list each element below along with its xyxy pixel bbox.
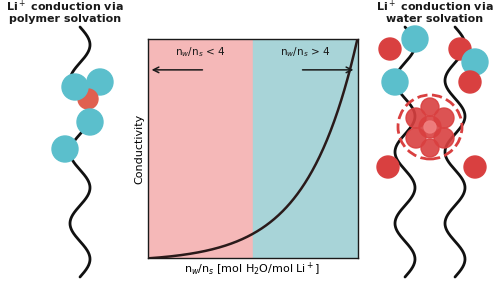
X-axis label: n$_{w}$/n$_{s}$ [mol H$_2$O/mol Li$^+$]: n$_{w}$/n$_{s}$ [mol H$_2$O/mol Li$^+$] [184, 261, 320, 278]
Text: n$_w$/n$_s$ < 4: n$_w$/n$_s$ < 4 [174, 45, 226, 59]
Text: water solvation: water solvation [386, 14, 484, 24]
Circle shape [419, 116, 441, 138]
Circle shape [77, 109, 103, 135]
Circle shape [421, 98, 439, 116]
Circle shape [449, 38, 471, 60]
Circle shape [462, 49, 488, 75]
Bar [252, 39, 358, 258]
Text: Li$^+$ conduction via: Li$^+$ conduction via [376, 0, 494, 14]
Circle shape [459, 71, 481, 93]
Circle shape [402, 26, 428, 52]
Circle shape [377, 156, 399, 178]
Bar [148, 39, 252, 258]
Circle shape [406, 128, 426, 148]
Circle shape [464, 156, 486, 178]
Circle shape [379, 38, 401, 60]
Circle shape [62, 74, 88, 100]
Y-axis label: Conductivity: Conductivity [134, 113, 144, 184]
Circle shape [434, 108, 454, 128]
Circle shape [52, 136, 78, 162]
Circle shape [78, 89, 98, 109]
Circle shape [424, 121, 436, 133]
Circle shape [421, 139, 439, 157]
Text: polymer solvation: polymer solvation [9, 14, 121, 24]
Text: n$_w$/n$_s$ > 4: n$_w$/n$_s$ > 4 [280, 45, 330, 59]
Circle shape [87, 69, 113, 95]
Circle shape [434, 128, 454, 148]
Circle shape [406, 108, 426, 128]
Circle shape [382, 69, 408, 95]
Text: Li$^+$ conduction via: Li$^+$ conduction via [6, 0, 124, 14]
